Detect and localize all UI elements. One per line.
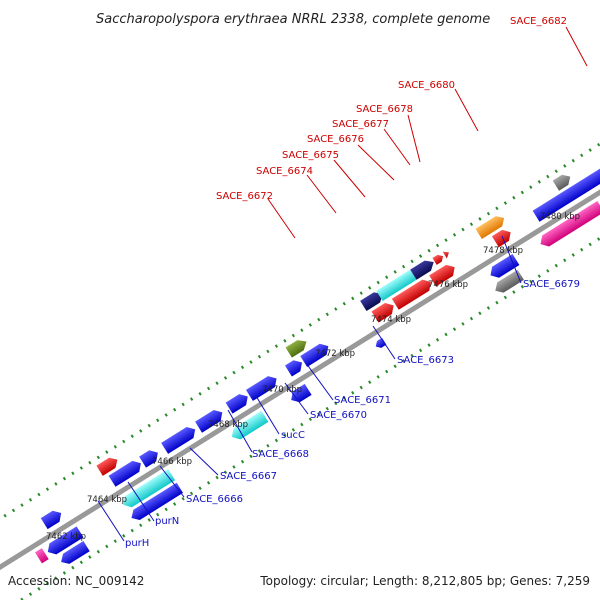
map-title: Saccharopolyspora erythraea NRRL 2338, c…: [96, 12, 490, 27]
label-purn[interactable]: purN: [155, 516, 179, 527]
tick-7480: 7480 kbp: [540, 212, 580, 222]
label-sace-6675[interactable]: SACE_6675: [282, 150, 339, 161]
gene-mid-g[interactable]: [245, 373, 280, 401]
gene-sace-6675[interactable]: [376, 269, 417, 301]
gene-sace-6677[interactable]: [432, 253, 445, 265]
tick-7474: 7474 kbp: [371, 315, 411, 325]
accession-text: Accession: NC_009142: [8, 574, 144, 588]
gene-mid-red-d[interactable]: [491, 227, 514, 248]
gene-sace-6665[interactable]: [44, 526, 84, 557]
label-succ[interactable]: sucC: [281, 430, 305, 441]
label-sace-6674[interactable]: SACE_6674: [256, 166, 313, 177]
gene-inner2-gray[interactable]: [492, 269, 524, 296]
label-sace-6680[interactable]: SACE_6680: [398, 80, 455, 91]
tick-7470: 7470 kbp: [262, 385, 302, 395]
label-sace-6672[interactable]: SACE_6672: [216, 191, 273, 202]
gene-mid-red-b[interactable]: [391, 276, 435, 310]
gene-mid-red-c[interactable]: [429, 262, 458, 287]
label-sace-6679[interactable]: SACE_6679: [523, 279, 580, 290]
label-sace-6670[interactable]: SACE_6670: [310, 410, 367, 421]
gene-inner2-a[interactable]: [58, 541, 90, 567]
label-sace-6678[interactable]: SACE_6678: [356, 104, 413, 115]
label-sace-6682[interactable]: SACE_6682: [510, 16, 567, 27]
tick-7468: 7468 kbp: [208, 420, 248, 430]
gene-sace-6672[interactable]: [285, 336, 310, 358]
gene-mid-i[interactable]: [300, 341, 331, 368]
top-leaders: [267, 26, 588, 239]
gene-mid-e[interactable]: [195, 407, 226, 433]
outer-lane: [96, 172, 574, 476]
forward-lane: [40, 165, 600, 530]
label-sace-6673[interactable]: SACE_6673: [397, 355, 454, 366]
label-sace-6667[interactable]: SACE_6667: [220, 471, 277, 482]
gene-mid-b[interactable]: [108, 458, 145, 487]
gene-inner-pink[interactable]: [537, 201, 600, 250]
inner-tick-ring: [0, 142, 600, 600]
tick-7466: 7466 kbp: [152, 457, 192, 467]
gene-mid-long[interactable]: [532, 165, 600, 222]
label-sace-6666[interactable]: SACE_6666: [186, 494, 243, 505]
label-sace-6677[interactable]: SACE_6677: [332, 119, 389, 130]
reverse-lane-2: [58, 269, 524, 567]
label-sace-6668[interactable]: SACE_6668: [252, 449, 309, 460]
genome-summary-text: Topology: circular; Length: 8,212,805 bp…: [259, 574, 590, 588]
genome-backbone: [0, 109, 600, 585]
label-sace-6676[interactable]: SACE_6676: [307, 134, 364, 145]
gene-mid-h[interactable]: [284, 357, 305, 377]
bottom-leaders: [97, 235, 522, 542]
outer-tick-ring: [0, 75, 600, 550]
gene-sace-6673[interactable]: [374, 337, 387, 350]
gene-pink-edge[interactable]: [35, 548, 49, 564]
tick-7476: 7476 kbp: [428, 280, 468, 290]
gene-sace-6680[interactable]: [475, 213, 507, 239]
tick-7478: 7478 kbp: [483, 246, 523, 256]
gene-sace-6674[interactable]: [360, 289, 386, 312]
gene-purh[interactable]: [120, 469, 176, 510]
gene-sace-6678[interactable]: [442, 249, 451, 259]
gene-sace-6682[interactable]: [552, 172, 574, 191]
label-sace-6671[interactable]: SACE_6671: [334, 395, 391, 406]
gene-mid-f[interactable]: [225, 391, 252, 414]
reverse-lane: [44, 201, 600, 557]
tick-7462: 7462 kbp: [46, 532, 86, 542]
gene-outer-left[interactable]: [96, 455, 120, 476]
gene-mid-d[interactable]: [161, 424, 198, 454]
gene-mid-c[interactable]: [139, 447, 161, 468]
gene-mid-red-a[interactable]: [371, 300, 398, 323]
gene-sace-6676[interactable]: [410, 257, 437, 280]
tick-7472: 7472 kbp: [315, 349, 355, 359]
label-purh[interactable]: purH: [125, 538, 149, 549]
gene-mid-a[interactable]: [40, 508, 65, 530]
gene-purn[interactable]: [128, 482, 184, 523]
tick-7464: 7464 kbp: [87, 495, 127, 505]
